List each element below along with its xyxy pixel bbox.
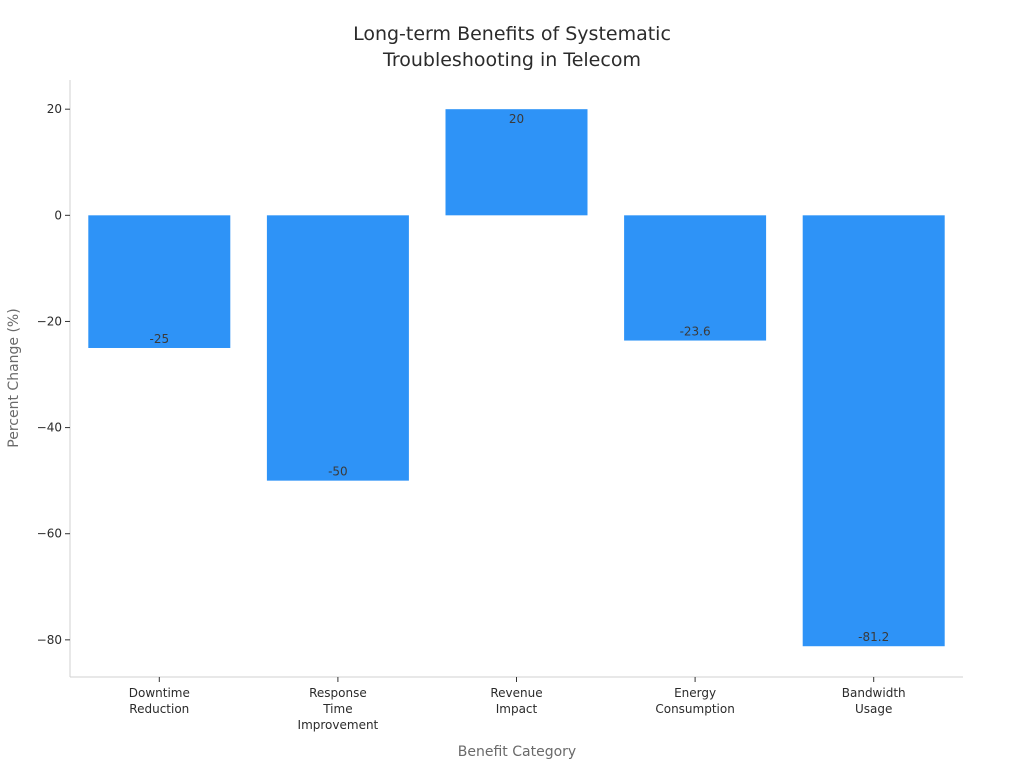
bar [266, 215, 409, 481]
y-ticks-group: 20 0 −20 −40 −60 −80 [37, 102, 70, 647]
y-tick-label: −20 [37, 314, 62, 328]
bar [445, 109, 588, 216]
x-tick-label: Impact [496, 702, 538, 716]
x-tick-label: Bandwidth [842, 686, 906, 700]
bar-data-label: -50 [328, 465, 348, 479]
bar-data-label: -23.6 [680, 325, 711, 339]
x-tick-label: Consumption [655, 702, 734, 716]
bars-group: -25 -50 20 -23.6 -81.2 [88, 109, 945, 647]
y-tick-label: −40 [37, 421, 62, 435]
x-tick-label: Revenue [490, 686, 542, 700]
x-axis-label: Benefit Category [458, 744, 576, 760]
y-axis-label: Percent Change (%) [6, 308, 22, 447]
bar [88, 215, 231, 348]
x-tick-label: Time [322, 702, 352, 716]
y-tick-label: 20 [47, 102, 62, 116]
bar-data-label: -25 [149, 332, 169, 346]
x-ticks-group: Downtime Reduction Response Time Improvement… [129, 677, 906, 732]
x-tick-label: Reduction [129, 702, 189, 716]
y-tick-label: −60 [37, 527, 62, 541]
chart-title-line-2: Troubleshooting in Telecom [382, 49, 641, 71]
x-tick-label: Downtime [129, 686, 190, 700]
bar [802, 215, 945, 647]
x-tick-label: Usage [855, 702, 892, 716]
x-tick-label: Improvement [298, 718, 379, 732]
bar-data-label: -81.2 [858, 630, 889, 644]
y-tick-label: −80 [37, 633, 62, 647]
bar-data-label: 20 [509, 112, 524, 126]
bar [624, 215, 767, 341]
chart-title-line-1: Long-term Benefits of Systematic [353, 23, 671, 45]
y-tick-label: 0 [54, 208, 62, 222]
x-tick-label: Response [309, 686, 367, 700]
x-tick-label: Energy [674, 686, 716, 700]
